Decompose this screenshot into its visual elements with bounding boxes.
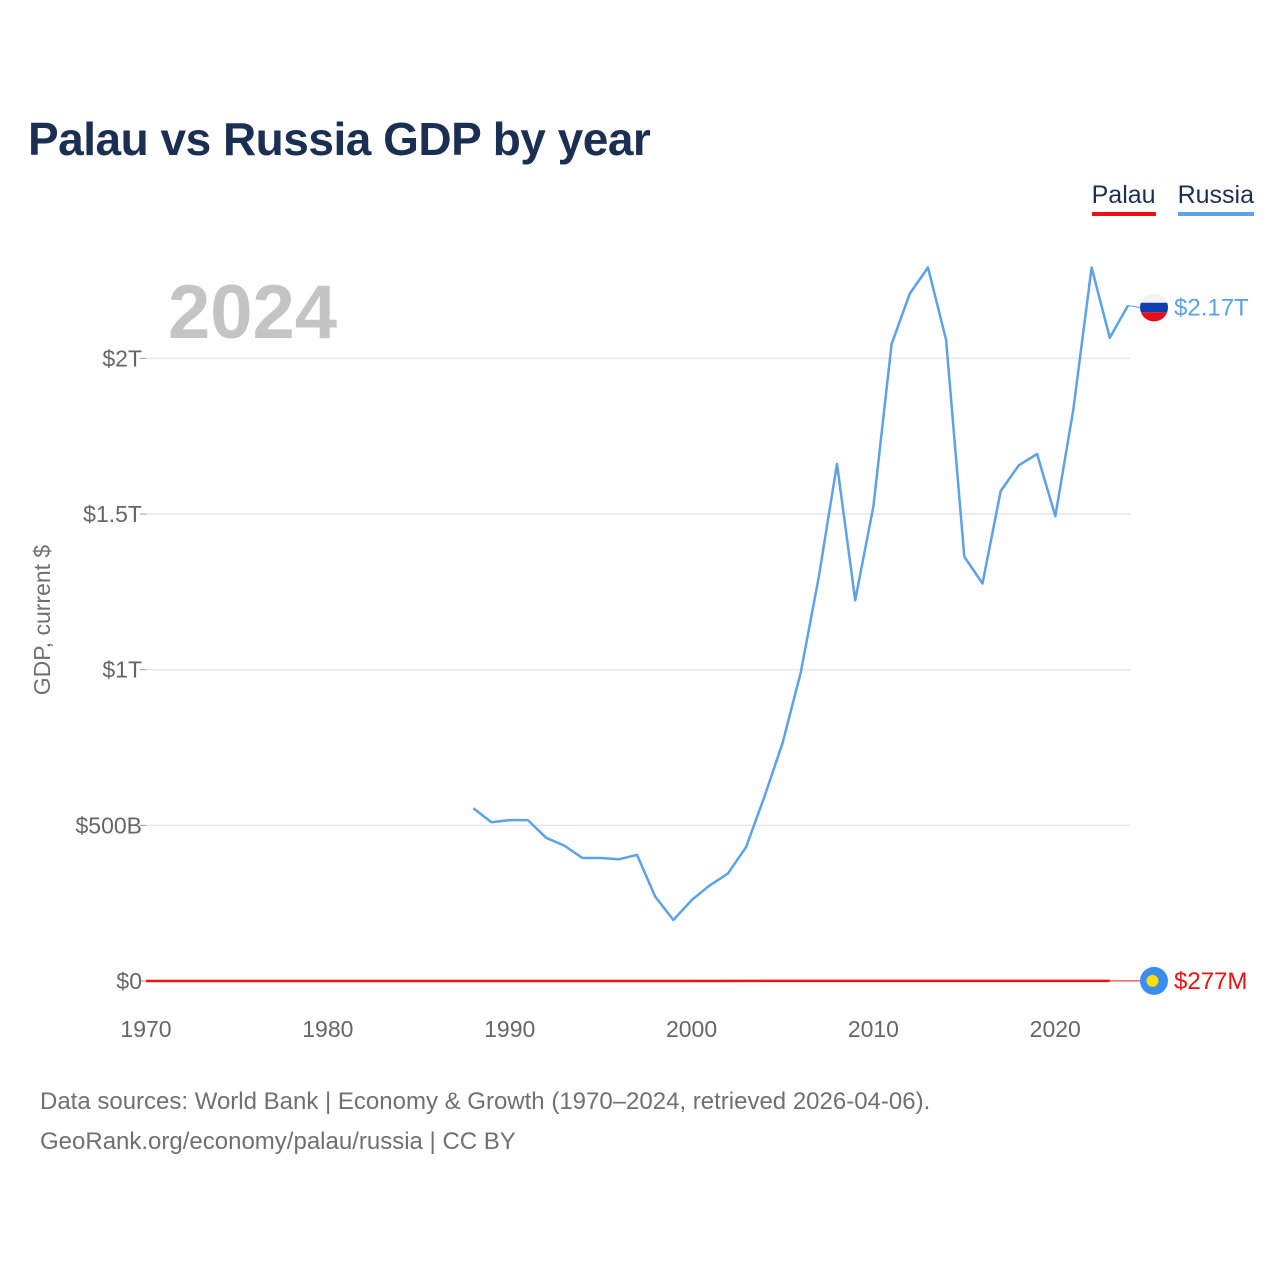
source-note: Data sources: World Bank | Economy & Gro… xyxy=(40,1088,931,1115)
gdp-line-chart: 2024 $0 $500B $1T $1.5T $2T 1970 1980 1990 2000… xyxy=(29,266,1249,1042)
attribution-link[interactable]: GeoRank.org/economy/palau/russia | CC BY xyxy=(40,1128,516,1155)
palau-flag-icon xyxy=(1140,966,1168,995)
gridlines xyxy=(146,357,1130,827)
x-axis: 1970 1980 1990 2000 2010 2020 xyxy=(120,1016,1080,1042)
connector-russia xyxy=(1127,304,1141,308)
x-tick-label: 2020 xyxy=(1030,1016,1081,1042)
legend-item-russia[interactable]: Russia xyxy=(1177,180,1254,216)
legend: Palau Russia xyxy=(1091,180,1254,216)
x-tick-label: 2010 xyxy=(848,1016,899,1042)
russia-flag-icon xyxy=(1140,293,1168,322)
footer: Data sources: World Bank | Economy & Gro… xyxy=(40,1082,930,1162)
flag-stripe-red xyxy=(1140,312,1168,322)
russia-end-value: $2.17T xyxy=(1174,294,1249,321)
x-tick-label: 1980 xyxy=(302,1016,353,1042)
chart-title: Palau vs Russia GDP by year xyxy=(28,113,651,165)
series-lines xyxy=(146,266,1130,983)
flag-disc xyxy=(1146,974,1159,987)
y-axis-label: GDP, current $ xyxy=(29,545,55,696)
x-tick-label: 1990 xyxy=(484,1016,535,1042)
palau-end-value: $277M xyxy=(1174,968,1247,995)
y-tick-label: $2T xyxy=(102,345,142,371)
series-end-markers: $277M $2.17T xyxy=(1109,293,1249,995)
flag-stripe-blue xyxy=(1140,302,1168,313)
y-tick-label: $1.5T xyxy=(83,501,142,527)
y-tick-label: $1T xyxy=(102,657,142,683)
y-tick-label: $0 xyxy=(116,968,142,994)
flag-stripe-white xyxy=(1140,293,1168,304)
legend-item-palau[interactable]: Palau xyxy=(1091,180,1156,216)
y-tick-label: $500B xyxy=(75,812,142,838)
y-axis: $0 $500B $1T $1.5T $2T xyxy=(75,345,146,994)
line-russia xyxy=(472,266,1130,922)
x-tick-label: 2000 xyxy=(666,1016,717,1042)
x-tick-label: 1970 xyxy=(120,1016,171,1042)
year-watermark: 2024 xyxy=(168,270,337,355)
